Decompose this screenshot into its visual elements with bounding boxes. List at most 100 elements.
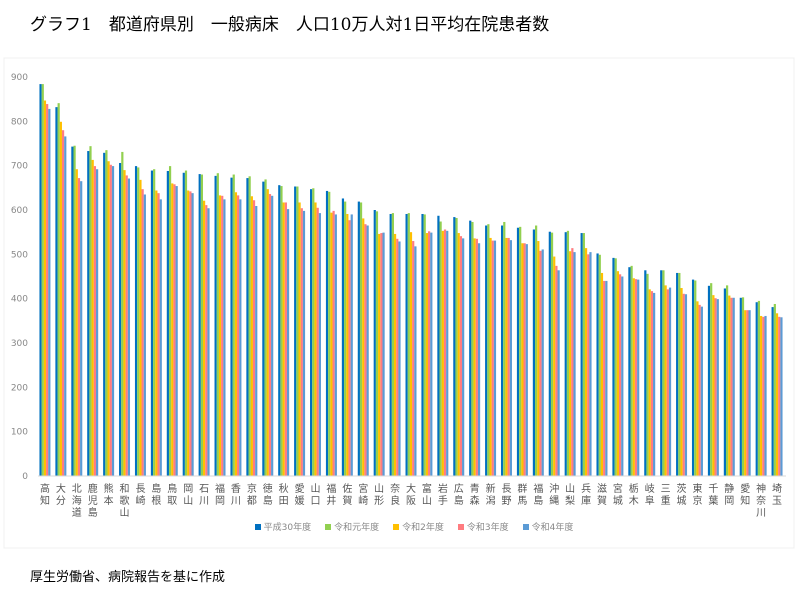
bar [109, 164, 112, 476]
x-tick-label: 福井 [326, 482, 336, 507]
bar [175, 186, 178, 476]
chart-title: グラフ1 都道府県別 一般病床 人口10万人対1日平均在院患者数 [30, 15, 550, 35]
x-tick-label: 山梨 [565, 483, 575, 507]
x-tick-label: 大阪 [406, 482, 416, 507]
bar [446, 230, 449, 476]
x-tick-label: 京都 [247, 482, 257, 507]
bar [382, 232, 385, 476]
x-tick-label: 神奈川 [756, 482, 766, 519]
legend-label: 令和2年度 [402, 523, 444, 533]
bar [59, 121, 62, 476]
x-tick-label: 岩手 [438, 482, 448, 507]
bar [328, 191, 331, 476]
bar [230, 177, 233, 477]
bar [357, 201, 360, 476]
bar [535, 225, 538, 476]
bar [214, 175, 217, 476]
bar [616, 271, 619, 476]
bar [41, 84, 44, 477]
bar [375, 211, 379, 476]
bar [516, 227, 520, 476]
bar [537, 241, 540, 476]
bar [93, 166, 97, 477]
bar [218, 195, 222, 476]
bar [393, 233, 397, 476]
x-tick-label: 長野 [501, 483, 511, 507]
bar [373, 210, 376, 476]
y-tick-label: 200 [11, 383, 28, 393]
bar [644, 270, 647, 476]
y-tick-label: 900 [11, 73, 28, 83]
bar [555, 265, 558, 476]
bar [316, 207, 319, 477]
bar [302, 210, 306, 477]
bar [653, 292, 656, 476]
bar [741, 297, 745, 476]
bar [500, 225, 504, 476]
x-tick-label: 茨城 [677, 482, 687, 507]
bar [746, 310, 749, 476]
bar [334, 214, 337, 476]
y-tick-label: 400 [11, 295, 28, 305]
bar [573, 252, 576, 476]
bar [314, 202, 317, 477]
chart-area-border [3, 57, 795, 549]
x-tick-label: 愛知 [740, 482, 750, 507]
bar [380, 233, 383, 476]
bar [87, 151, 90, 476]
y-tick-label: 300 [11, 339, 28, 349]
bar [487, 224, 490, 476]
bar [250, 196, 253, 477]
bar [430, 232, 433, 476]
bar [550, 232, 554, 476]
bar [182, 172, 185, 476]
bar [489, 237, 492, 476]
bar [723, 288, 726, 476]
bar [443, 229, 447, 476]
bar [621, 276, 624, 476]
bar [216, 173, 219, 476]
bar [509, 240, 512, 476]
bar [166, 170, 169, 476]
x-tick-label: 滋賀 [597, 482, 607, 507]
bar [239, 199, 242, 477]
bar [409, 232, 413, 476]
bar [234, 192, 238, 476]
source-note: 厚生労働省、病院報告を基に作成 [30, 570, 226, 585]
bar [341, 198, 345, 476]
bar [548, 231, 551, 476]
bar [346, 213, 349, 477]
bar [778, 316, 781, 476]
bar [137, 167, 140, 476]
bar [173, 184, 176, 476]
bar [155, 190, 158, 476]
bar [587, 254, 590, 476]
bar [632, 278, 635, 476]
bar [266, 189, 269, 476]
bar [428, 231, 431, 476]
bar [684, 294, 688, 476]
bar [732, 297, 735, 476]
bar [255, 206, 258, 476]
x-tick-label: 栃木 [629, 482, 639, 507]
bar [125, 175, 128, 477]
bar [425, 233, 429, 476]
bar [471, 221, 474, 476]
bar [111, 166, 115, 477]
x-tick-label: 富山 [422, 482, 432, 507]
bar [286, 209, 290, 476]
x-tick-label: 徳島 [263, 482, 273, 507]
bar [153, 169, 156, 477]
legend-swatch [393, 523, 400, 530]
bar [469, 220, 472, 476]
bar [541, 249, 544, 476]
bar [521, 243, 524, 476]
bar [532, 229, 536, 476]
bar [634, 279, 638, 476]
bar [168, 166, 172, 477]
bar [557, 270, 560, 476]
bar [348, 220, 351, 476]
bar [89, 146, 92, 476]
bar [780, 317, 783, 476]
bar [391, 213, 394, 476]
